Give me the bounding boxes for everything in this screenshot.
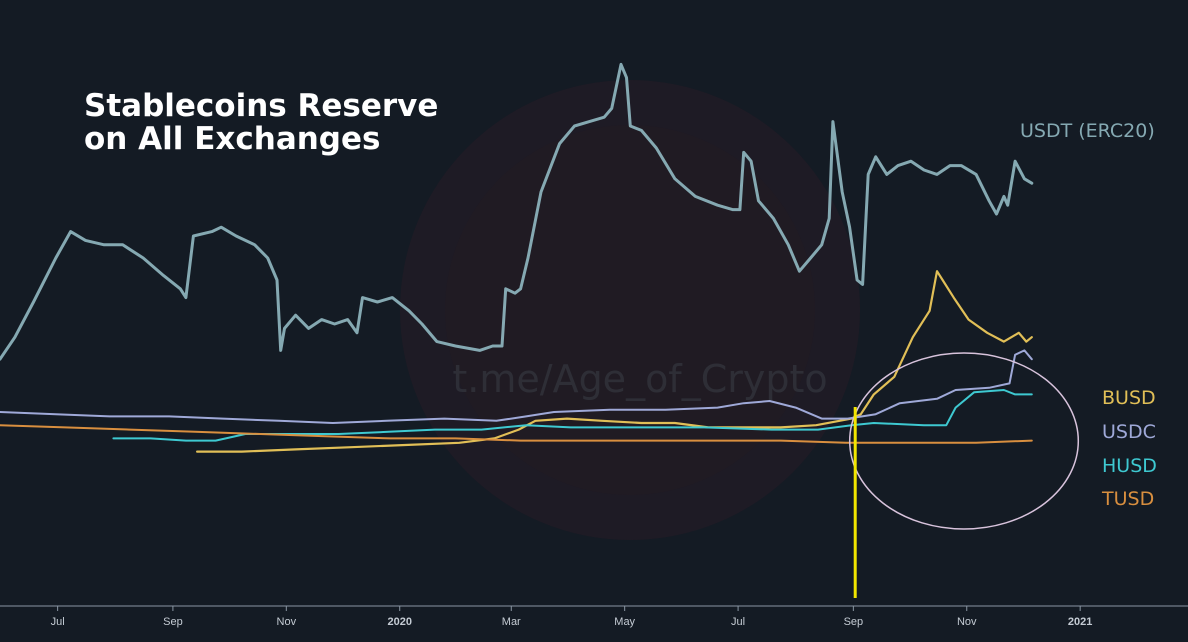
series-label-husd: HUSD [1102, 455, 1157, 477]
series-label-busd: BUSD [1102, 387, 1156, 409]
chart-title: Stablecoins Reserve on All Exchanges [84, 88, 438, 157]
x-tick-label: 2020 [387, 616, 411, 628]
series-label-tusd: TUSD [1101, 488, 1154, 510]
series-line-busd [196, 270, 1033, 453]
series-line-usdc [0, 349, 1033, 424]
x-tick-label: Sep [163, 616, 183, 628]
series-line-usdt-erc20 [0, 62, 1034, 361]
x-tick-label: Sep [844, 616, 864, 628]
series-labels: USDT (ERC20) BUSD USDC HUSD TUSD [1020, 120, 1157, 510]
x-tick-label: Jul [51, 616, 65, 628]
series-layer [0, 62, 1034, 453]
series-line-tusd [0, 424, 1033, 444]
x-tick-label: Nov [277, 616, 297, 628]
x-tick-label: Mar [502, 616, 521, 628]
watermark-text: t.me/Age_of_Crypto [452, 357, 827, 401]
watermark: t.me/Age_of_Crypto [400, 80, 860, 540]
series-label-usdc: USDC [1102, 421, 1156, 443]
x-axis-ticks: Jul Sep Nov 2020 Mar May Jul Sep Nov 2021 [51, 606, 1092, 628]
x-tick-label: 2021 [1068, 616, 1092, 628]
series-label-usdt-erc20: USDT (ERC20) [1020, 120, 1155, 142]
chart-title-line-2: on All Exchanges [84, 121, 380, 157]
x-tick-label: May [614, 616, 635, 628]
chart-title-line-1: Stablecoins Reserve [84, 88, 438, 124]
highlight-ellipse [848, 352, 1080, 530]
watermark-emblem [400, 80, 860, 540]
x-tick-label: Nov [957, 616, 977, 628]
x-tick-label: Jul [731, 616, 745, 628]
